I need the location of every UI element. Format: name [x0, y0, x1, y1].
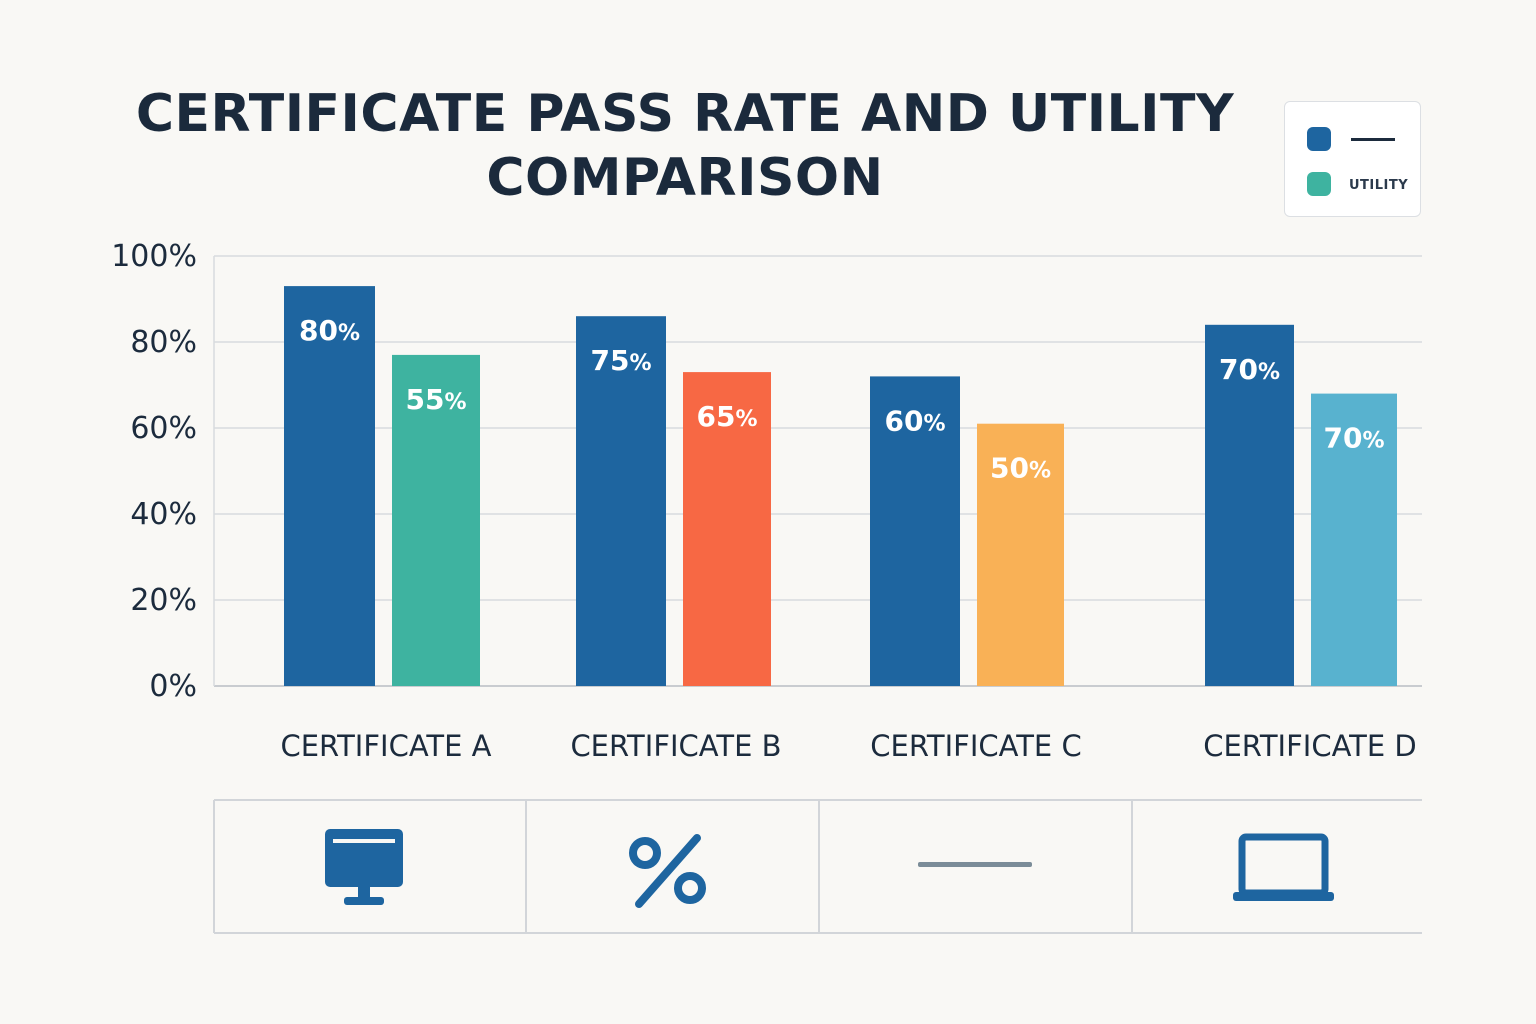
icon-strip	[0, 0, 1536, 1024]
monitor-icon	[325, 829, 403, 905]
laptop-icon	[1233, 837, 1334, 901]
percent-icon	[633, 838, 702, 904]
dash-icon	[918, 862, 1032, 867]
